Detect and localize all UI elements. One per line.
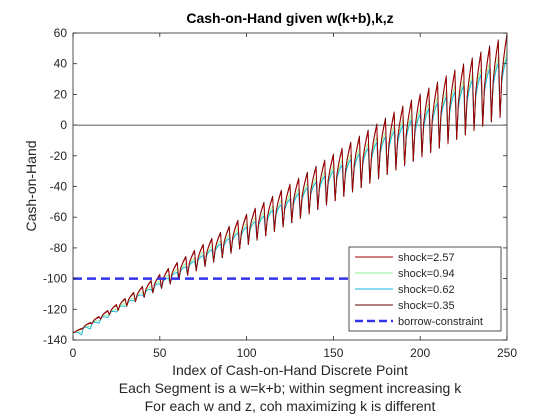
x-tick-label: 150 xyxy=(323,346,343,360)
x-tick-label: 0 xyxy=(70,346,77,360)
y-tick-label: -120 xyxy=(43,302,67,316)
legend-label: shock=0.94 xyxy=(398,268,455,280)
y-tick-label: -60 xyxy=(50,210,68,224)
legend-label: shock=2.57 xyxy=(398,252,455,264)
x-axis-ticks: 0 50 100 150 200 250 xyxy=(70,33,517,360)
legend-label: shock=0.62 xyxy=(398,284,455,296)
x-tick-label: 250 xyxy=(497,346,517,360)
x-axis-label: Index of Cash-on-Hand Discrete Point xyxy=(172,362,408,378)
y-tick-label: -20 xyxy=(50,149,68,163)
legend: shock=2.57 shock=0.94 shock=0.62 shock=0.35… xyxy=(348,246,502,332)
y-tick-label: -40 xyxy=(50,180,68,194)
y-tick-label: 60 xyxy=(54,26,68,40)
y-tick-label: 0 xyxy=(60,118,67,132)
y-tick-label: 20 xyxy=(54,87,68,101)
x-tick-label: 100 xyxy=(237,346,257,360)
legend-label: shock=0.35 xyxy=(398,300,455,312)
y-tick-label: -100 xyxy=(43,272,67,286)
series-line-0 xyxy=(73,35,508,333)
legend-label: borrow-constraint xyxy=(398,316,483,328)
x-axis-label-line-2: Each Segment is a w=k+b; within segment … xyxy=(119,380,462,396)
y-tick-label: -140 xyxy=(43,333,67,347)
y-tick-label: 40 xyxy=(54,57,68,71)
chart-title: Cash-on-Hand given w(k+b),k,z xyxy=(186,10,393,26)
x-axis-label-line-3: For each w and z, coh maximizing k is di… xyxy=(145,398,436,414)
plot-series xyxy=(73,33,508,336)
x-tick-label: 200 xyxy=(410,346,430,360)
y-axis-ticks: -140 -120 -100 -80 -60 -40 -20 0 20 40 60 xyxy=(43,26,507,347)
y-tick-label: -80 xyxy=(50,241,68,255)
y-axis-label: Cash-on-Hand xyxy=(23,140,39,231)
x-tick-label: 50 xyxy=(153,346,167,360)
